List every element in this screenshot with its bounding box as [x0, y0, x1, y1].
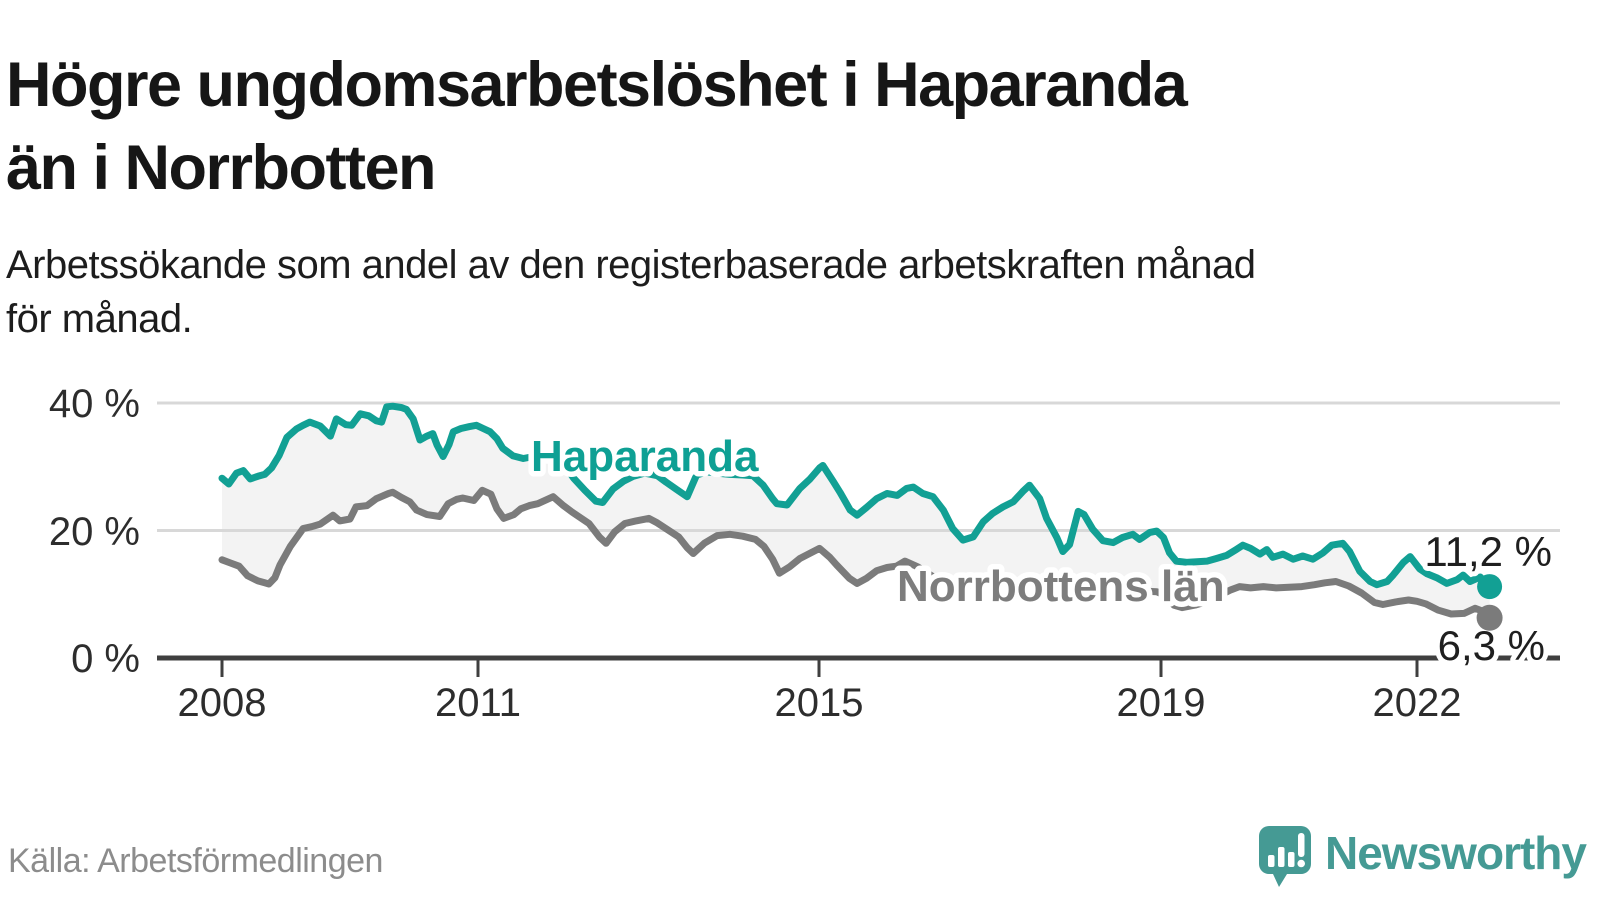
- ytick-label-20: 20 %: [49, 510, 140, 554]
- newsworthy-icon: [1259, 825, 1311, 887]
- xtick-label-2015: 2015: [775, 681, 864, 725]
- source-note: Källa: Arbetsförmedlingen: [8, 842, 383, 880]
- norrbotten-line: [218, 486, 1494, 622]
- brand-logo: Newsworthy: [1258, 815, 1588, 890]
- subtitle-line-1: Arbetssökande som andel av den registerb…: [6, 243, 1256, 287]
- title-line-1: Högre ungdomsarbetslöshet i Haparanda: [6, 50, 1188, 121]
- x-axis-ticks: [220, 660, 1419, 677]
- haparanda-line: [218, 402, 1494, 591]
- xtick-label-2011: 2011: [435, 681, 521, 725]
- norrbotten-end-dot: [1476, 604, 1503, 631]
- subtitle-line-2: för månad.: [6, 297, 193, 341]
- haparanda-end-value-label: 11,2 %: [1424, 528, 1552, 575]
- xtick-label-2022: 2022: [1373, 681, 1462, 725]
- series-gap-band: [222, 406, 1490, 618]
- page-title: Högre ungdomsarbetslöshet i Haparanda än …: [6, 44, 1576, 210]
- haparanda-series-label: Haparanda: [531, 432, 759, 481]
- xtick-label-2008: 2008: [178, 681, 267, 725]
- ytick-label-40: 40 %: [49, 382, 140, 426]
- xtick-label-2019: 2019: [1117, 681, 1206, 725]
- title-line-2: än i Norrbotten: [6, 133, 437, 204]
- chart-subtitle: Arbetssökande som andel av den registerb…: [6, 238, 1576, 346]
- haparanda-end-dot: [1477, 574, 1503, 600]
- norrbotten-series-label: Norrbottens län: [897, 562, 1225, 611]
- ytick-label-0: 0 %: [71, 637, 140, 681]
- brand-name: Newsworthy: [1325, 826, 1587, 879]
